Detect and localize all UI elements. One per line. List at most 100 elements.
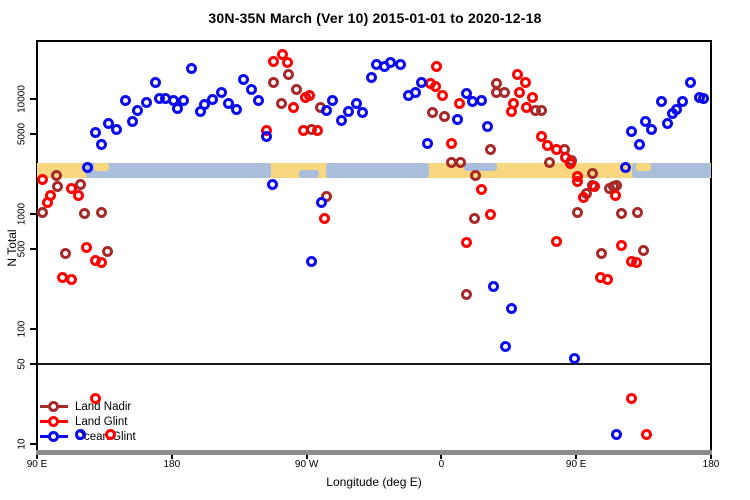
- data-point: [615, 240, 627, 252]
- x-tick: [440, 452, 443, 459]
- data-point: [281, 57, 293, 69]
- data-point: [632, 206, 644, 218]
- data-point: [482, 121, 494, 133]
- y-tick: [30, 247, 37, 250]
- data-point: [615, 207, 627, 219]
- y-tick: [30, 98, 37, 100]
- data-point: [422, 137, 434, 149]
- data-point: [275, 97, 287, 109]
- data-point: [572, 206, 584, 218]
- data-point: [305, 255, 317, 267]
- data-point: [59, 247, 71, 259]
- data-point: [437, 89, 449, 101]
- x-axis-label: Longitude (deg E): [326, 475, 422, 489]
- data-point: [311, 124, 323, 136]
- data-point: [326, 95, 338, 107]
- data-point: [468, 212, 480, 224]
- data-point: [199, 99, 211, 111]
- data-point: [551, 144, 563, 156]
- legend-row-land-glint: Land Glint: [40, 414, 190, 429]
- ocean-glint-marker-icon: [40, 431, 68, 442]
- data-point: [185, 62, 197, 74]
- map-strip-land-speck: [636, 162, 652, 172]
- y-axis-label: N Total: [5, 229, 19, 267]
- data-point: [95, 206, 107, 218]
- data-point: [461, 237, 473, 249]
- data-point: [485, 208, 497, 220]
- data-point: [470, 169, 482, 181]
- data-point: [698, 92, 709, 104]
- x-axis-bar: [36, 450, 712, 455]
- data-point: [551, 236, 563, 248]
- data-point: [238, 73, 250, 85]
- legend: Land Nadir Land Glint Ocean Glint: [40, 399, 190, 444]
- y-tick: [30, 328, 37, 330]
- data-point: [638, 245, 650, 257]
- data-point: [215, 87, 227, 99]
- data-point: [298, 124, 310, 136]
- x-tick-label: 0: [438, 459, 445, 470]
- data-point: [521, 101, 533, 113]
- data-point: [602, 273, 614, 285]
- data-point: [572, 176, 584, 188]
- data-point: [41, 197, 53, 209]
- data-point: [426, 107, 438, 118]
- data-point: [656, 96, 668, 108]
- data-point: [461, 288, 473, 300]
- data-point: [578, 192, 590, 204]
- data-point: [476, 94, 488, 106]
- data-point: [519, 76, 531, 88]
- x-tick: [305, 452, 308, 459]
- data-point: [446, 137, 458, 149]
- data-point: [639, 116, 651, 128]
- data-point: [677, 96, 689, 108]
- data-point: [365, 71, 377, 83]
- data-point: [260, 131, 272, 143]
- data-point: [65, 273, 77, 285]
- data-point: [485, 143, 497, 155]
- data-point: [287, 101, 299, 113]
- data-point: [626, 125, 638, 137]
- data-point: [73, 190, 85, 202]
- data-point: [320, 105, 332, 117]
- land-glint-marker-icon: [40, 416, 68, 427]
- data-point: [172, 102, 184, 114]
- data-point: [431, 61, 443, 73]
- data-point: [268, 76, 280, 88]
- data-point: [74, 429, 86, 441]
- legend-label: Land Nadir: [75, 400, 132, 413]
- data-point: [178, 94, 190, 106]
- x-tick: [575, 452, 578, 459]
- data-point: [611, 179, 623, 191]
- map-strip-ocean-segment: [85, 162, 271, 178]
- legend-label: Land Glint: [75, 415, 128, 428]
- data-point: [149, 76, 161, 88]
- data-point: [253, 94, 265, 106]
- data-point: [316, 196, 328, 208]
- data-point: [343, 106, 355, 118]
- data-point: [410, 87, 422, 99]
- data-point: [588, 180, 600, 192]
- map-strip-ocean-segment: [631, 162, 711, 178]
- plot-border-left: [36, 40, 38, 452]
- data-point: [395, 59, 407, 71]
- plot-border-top: [36, 40, 712, 42]
- data-point: [131, 105, 143, 117]
- data-point: [356, 107, 368, 118]
- y-tick: [30, 132, 37, 135]
- data-point: [350, 97, 362, 109]
- data-point: [266, 178, 278, 190]
- data-point: [101, 246, 113, 258]
- data-point: [645, 123, 657, 135]
- data-point: [37, 174, 49, 186]
- data-point: [230, 103, 242, 115]
- x-tick-label: 90 E: [565, 459, 587, 470]
- data-point: [95, 138, 107, 150]
- x-tick-label: 180: [702, 459, 720, 470]
- data-point: [268, 56, 280, 68]
- data-point: [104, 429, 116, 441]
- data-point: [666, 108, 678, 120]
- data-point: [611, 429, 623, 441]
